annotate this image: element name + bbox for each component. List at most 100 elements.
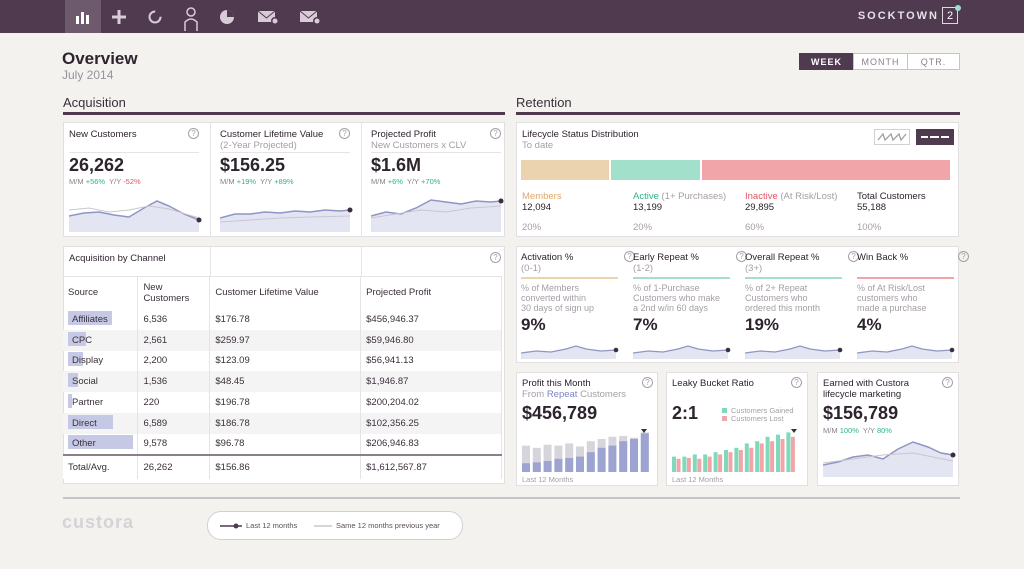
customers-lost-bar[interactable]	[749, 447, 754, 472]
customers-gained-bar[interactable]	[755, 441, 760, 472]
customers-lost-bar[interactable]	[686, 457, 691, 472]
profit-bar-repeat[interactable]	[608, 445, 617, 472]
channel-source: Social	[63, 371, 139, 393]
kpi-rule	[220, 152, 350, 153]
period-qtr-button[interactable]: QTR.	[907, 53, 960, 70]
refresh-nav-button[interactable]	[137, 0, 173, 33]
metric-desc: % of Members	[521, 283, 580, 293]
customers-lost-bar[interactable]	[707, 456, 712, 472]
dashboard-nav-button[interactable]	[65, 0, 101, 33]
customers-gained-bar[interactable]	[703, 454, 708, 472]
profit-bar-repeat[interactable]	[543, 461, 552, 472]
profit-bar-repeat[interactable]	[619, 441, 628, 472]
chart-view-toggle[interactable]	[874, 129, 910, 145]
table-row[interactable]: Partner 220 $196.78 $200,204.02	[63, 392, 502, 413]
mail-settings-nav-button[interactable]	[250, 0, 286, 33]
acquisition-heading: Acquisition	[63, 95, 126, 110]
customers-gained-bar[interactable]	[786, 432, 791, 472]
pie-chart-icon	[220, 9, 234, 24]
chart-legend: Last 12 months Same 12 months previous y…	[207, 511, 463, 540]
lifecycle-segment-bar[interactable]	[611, 160, 700, 180]
period-month-button[interactable]: MONTH	[853, 53, 908, 70]
profit-bar-repeat[interactable]	[532, 462, 541, 472]
customers-gained-bar[interactable]	[765, 436, 770, 472]
customers-lost-bar[interactable]	[770, 441, 775, 472]
profit-bar-repeat[interactable]	[565, 457, 574, 472]
customers-lost-bar[interactable]	[790, 436, 795, 472]
notification-count[interactable]: 2	[942, 7, 958, 24]
help-icon[interactable]: ?	[942, 377, 953, 388]
customers-lost-bar[interactable]	[728, 452, 733, 472]
column-header[interactable]: Customer Lifetime Value	[209, 276, 362, 309]
acquisition-rule	[63, 112, 505, 115]
help-icon[interactable]: ?	[490, 128, 501, 139]
kpi-title: New Customers	[69, 129, 137, 140]
customers-gained-bar[interactable]	[776, 434, 780, 472]
help-icon[interactable]: ?	[958, 251, 969, 262]
segment-count: 12,094	[522, 202, 552, 213]
metric-underline	[745, 277, 842, 279]
earned-sparkline	[823, 441, 956, 477]
help-icon[interactable]: ?	[642, 377, 653, 388]
profit-bar-total[interactable]	[522, 445, 530, 472]
reports-nav-button[interactable]	[209, 0, 245, 33]
channel-customers: 6,536	[137, 309, 211, 330]
profit-bar-total[interactable]	[565, 443, 574, 472]
table-row[interactable]: Direct 6,589 $186.78 $102,356.25	[63, 412, 502, 434]
customers-gained-bar[interactable]	[692, 454, 697, 472]
profit-bar-total[interactable]	[532, 447, 541, 472]
kpi-value: 26,262	[69, 155, 125, 175]
help-icon[interactable]: ?	[791, 377, 802, 388]
channel-table: Source New Customers Customer Lifetime V…	[63, 276, 502, 479]
metric-sparkline	[745, 345, 843, 359]
profit-bar-repeat[interactable]	[586, 452, 595, 472]
customers-gained-bar[interactable]	[713, 452, 718, 472]
lifecycle-segment-bar[interactable]	[702, 160, 950, 180]
profit-bar-chart	[522, 429, 649, 472]
mail-info-nav-button[interactable]	[292, 0, 328, 33]
segment-pct: 100%	[857, 222, 882, 233]
profit-bar-repeat[interactable]	[554, 458, 563, 472]
customers-lost-bar[interactable]	[718, 454, 723, 472]
customers-lost-bar[interactable]	[676, 458, 681, 472]
customers-gained-bar[interactable]	[734, 447, 739, 472]
table-row[interactable]: CPC 2,561 $259.97 $59,946.80	[63, 329, 502, 351]
profit-bar-total[interactable]	[554, 445, 563, 472]
table-row[interactable]: Affiliates 6,536 $176.78 $456,946.37	[63, 309, 502, 330]
retention-metrics-card	[516, 246, 959, 363]
table-row[interactable]: Other 9,578 $96.78 $206,946.83	[63, 433, 502, 455]
customers-gained-bar[interactable]	[672, 456, 676, 472]
profit-bar-repeat[interactable]	[576, 456, 584, 472]
earned-value: $156,789	[823, 403, 899, 423]
profit-bar-repeat[interactable]	[597, 447, 606, 472]
help-icon[interactable]: ?	[736, 251, 747, 262]
help-icon[interactable]: ?	[624, 251, 635, 262]
help-icon[interactable]: ?	[490, 252, 501, 263]
period-week-button[interactable]: WEEK	[799, 53, 854, 70]
customers-lost-bar[interactable]	[780, 439, 785, 472]
help-icon[interactable]: ?	[848, 251, 859, 262]
customers-lost-bar[interactable]	[697, 458, 702, 472]
column-header[interactable]: Source	[63, 276, 139, 309]
customers-gained-bar[interactable]	[744, 443, 749, 472]
column-header[interactable]: New Customers	[137, 276, 211, 309]
profit-bar-total[interactable]	[543, 444, 552, 472]
customers-nav-button[interactable]	[173, 0, 209, 33]
metric-value: 19%	[745, 315, 780, 334]
profit-bar-repeat[interactable]	[630, 439, 638, 472]
help-icon[interactable]: ?	[188, 128, 199, 139]
add-nav-button[interactable]	[101, 0, 137, 33]
column-header[interactable]: Projected Profit	[360, 276, 502, 309]
customers-gained-bar[interactable]	[682, 456, 687, 472]
table-row[interactable]: Display 2,200 $123.09 $56,941.13	[63, 350, 502, 372]
customers-lost-bar[interactable]	[759, 443, 764, 472]
customers-lost-bar[interactable]	[738, 450, 743, 472]
metric-desc: ordered this month	[745, 303, 821, 313]
lifecycle-segment-bar[interactable]	[521, 160, 609, 180]
bar-view-toggle[interactable]	[916, 129, 954, 145]
profit-bar-repeat[interactable]	[640, 433, 649, 472]
customers-gained-bar[interactable]	[724, 450, 728, 472]
help-icon[interactable]: ?	[339, 128, 350, 139]
profit-bar-repeat[interactable]	[522, 463, 530, 472]
table-row[interactable]: Social 1,536 $48.45 $1,946.87	[63, 371, 502, 393]
